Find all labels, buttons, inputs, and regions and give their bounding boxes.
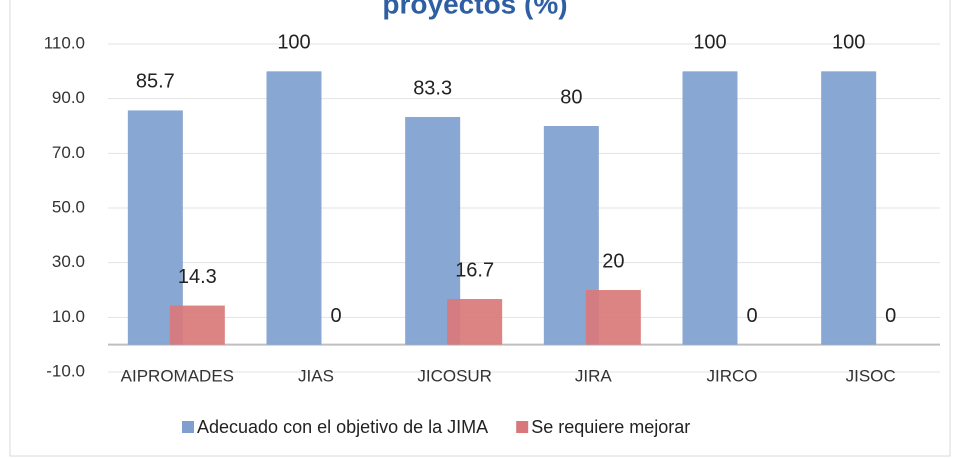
legend-label: Se requiere mejorar [531, 417, 690, 437]
data-label: 100 [277, 32, 310, 54]
x-tick-label: JIRA [575, 366, 613, 385]
y-tick-label: 90.0 [52, 88, 85, 107]
y-tick-label: 110.0 [44, 33, 85, 52]
chart-frame [9, 0, 951, 457]
data-label: 80 [560, 86, 582, 108]
y-tick-label: 70.0 [52, 143, 85, 162]
legend-swatch [182, 421, 194, 433]
x-tick-label: AIPROMADES [121, 366, 234, 385]
data-label: 100 [693, 32, 726, 54]
data-label: 14.3 [178, 266, 217, 288]
legend-swatch [516, 421, 529, 433]
legend-label: Adecuado con el objetivo de la JIMA [197, 417, 488, 437]
bar [585, 290, 641, 345]
x-tick-label: JIRCO [707, 366, 758, 385]
y-tick-label: 30.0 [52, 252, 85, 271]
x-tick-label: JISOC [846, 366, 896, 385]
bar [447, 299, 503, 345]
data-label: 0 [330, 305, 341, 327]
bar [682, 71, 738, 345]
bar [266, 71, 322, 345]
bar [169, 305, 225, 345]
bar [821, 71, 877, 345]
y-tick-label: -10.0 [46, 361, 85, 380]
x-tick-label: JICOSUR [417, 366, 492, 385]
data-label: 85.7 [136, 71, 175, 93]
y-tick-label: 50.0 [52, 197, 85, 216]
data-label: 100 [832, 32, 865, 54]
data-label: 16.7 [455, 259, 494, 281]
data-label: 83.3 [413, 77, 452, 99]
data-label: 0 [885, 305, 896, 327]
y-tick-label: 10.0 [52, 307, 85, 326]
data-label: 20 [602, 250, 624, 272]
data-label: 0 [746, 305, 757, 327]
chart-title: proyectos (%) [382, 0, 567, 19]
x-tick-label: JIAS [298, 366, 334, 385]
